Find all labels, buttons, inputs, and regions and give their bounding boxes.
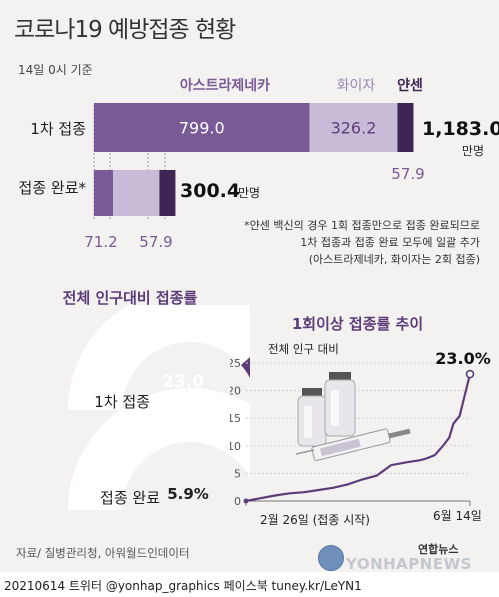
gauge-track-1 (68, 388, 250, 510)
footnote: *얀센 백신의 경우 1회 접종만으로 접종 완료되므로 1차 접종과 접종 완… (180, 217, 480, 268)
date-note: 14일 0시 기준 (18, 63, 93, 77)
bar-pfizer-first (309, 103, 398, 152)
yonhap-logo-icon (318, 545, 344, 571)
gauge-fill-0 (241, 357, 250, 379)
source-note: 자료/ 질병관리청, 아워월드인데이터 (16, 546, 190, 560)
ytick-5: 5 (234, 467, 241, 480)
line-marks (243, 369, 475, 504)
bar-label-pfizer-first: 326.2 (331, 119, 377, 138)
ytick-20: 20 (230, 385, 241, 398)
gauge-title: 전체 인구대비 접종률 (62, 289, 198, 307)
footer-text: 20210614 트위터 @yonhap_graphics 페이스북 tuney… (4, 579, 362, 593)
ytick-10: 10 (230, 440, 241, 453)
bar-janssen-first (397, 103, 414, 152)
syringe-icon (295, 428, 411, 462)
legend-janssen: 얀센 (397, 77, 423, 94)
bar-label-astrazeneca-first: 799.0 (179, 119, 225, 138)
ytick-0: 0 (234, 495, 241, 508)
page-title: 코로나19 예방접종 현황 (14, 17, 236, 43)
bar-group: 799.0 326.2 (94, 103, 414, 216)
watermark: YONHAPNEWS (346, 555, 472, 573)
gauge-value-complete: 5.9% (167, 485, 209, 503)
line-ylabel: 전체 인구 대비 (268, 342, 339, 356)
end-point (465, 369, 475, 379)
label-janssen-complete: 57.9 (139, 233, 172, 251)
footnote-line-3: (아스트라제네카, 화이자는 2회 접종) (308, 253, 480, 266)
line-grid: 0 5 10 15 20 25 (230, 357, 471, 508)
label-az-complete: 71.2 (84, 233, 117, 251)
bar-astrazeneca-complete (94, 170, 114, 216)
ytick-25: 25 (230, 357, 241, 370)
footnote-line-2: 1차 접종과 접종 완료 모두에 일괄 추가 (300, 236, 480, 249)
total-complete-unit: 만명 (238, 186, 260, 200)
legend-astrazeneca: 아스트라제네카 (180, 77, 270, 94)
start-point (243, 498, 249, 504)
total-first-unit: 만명 (462, 144, 484, 158)
label-janssen-first: 57.9 (391, 165, 424, 183)
total-complete: 300.4 (180, 180, 240, 202)
footnote-line-1: *얀센 백신의 경우 1회 접종만으로 접종 완료되므로 (244, 219, 480, 232)
line-end-value: 23.0% (435, 350, 491, 368)
series-line (245, 373, 472, 503)
gauge-label-complete: 접종 완료 (100, 489, 160, 507)
bar-pfizer-complete (113, 170, 160, 216)
footer-bar (0, 572, 499, 597)
legend-pfizer: 화이자 (337, 78, 376, 94)
gauge-chart: 1차 접종 23.0 % 접종 완료 5.9% (68, 305, 250, 510)
bar-janssen-complete (159, 170, 176, 216)
total-first: 1,183.0 (422, 118, 499, 140)
line-x-start: 2월 26일 (접종 시작) (260, 513, 370, 527)
gauge-unit-first: % (188, 395, 201, 410)
stacked-bar-chart: 아스트라제네카 화이자 얀센 1차 접종 접종 완료* 799.0 326.2 1… (19, 77, 499, 251)
ytick-15: 15 (230, 412, 241, 425)
gauge-label-first: 1차 접종 (94, 393, 150, 411)
line-chart: 0 5 10 15 20 25 23.0% 2월 26일 (접종 시작) 6월 14일 (230, 350, 491, 527)
line-title: 1회이상 접종률 추이 (291, 315, 424, 333)
bar-astrazeneca-first (94, 103, 310, 152)
row-label-complete: 접종 완료* (19, 179, 87, 197)
vaccine-vial-icon (297, 372, 356, 447)
row-label-first: 1차 접종 (30, 120, 86, 138)
gauge-group (68, 305, 250, 510)
logo-kr: 연합뉴스 (418, 543, 459, 556)
gauge-value-first: 23.0 (162, 372, 204, 392)
gauge-track-0 (68, 305, 250, 410)
line-x-end: 6월 14일 (433, 509, 482, 523)
